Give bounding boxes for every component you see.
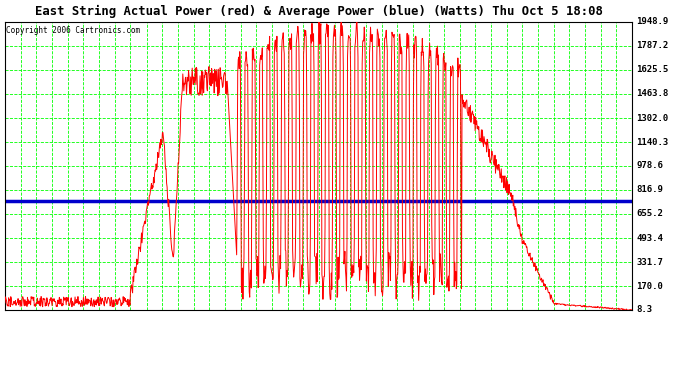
Text: East String Actual Power (red) & Average Power (blue) (Watts) Thu Oct 5 18:08: East String Actual Power (red) & Average… bbox=[34, 4, 602, 18]
Text: 1787.2: 1787.2 bbox=[636, 42, 669, 51]
Text: 1948.9: 1948.9 bbox=[636, 18, 669, 27]
Text: 655.2: 655.2 bbox=[636, 210, 663, 219]
Text: 331.7: 331.7 bbox=[636, 258, 663, 267]
Text: 1463.8: 1463.8 bbox=[636, 90, 669, 99]
Text: 816.9: 816.9 bbox=[636, 186, 663, 195]
Text: 1625.5: 1625.5 bbox=[636, 66, 669, 75]
Text: Copyright 2006 Cartronics.com: Copyright 2006 Cartronics.com bbox=[6, 26, 140, 35]
Text: 978.6: 978.6 bbox=[636, 162, 663, 171]
Text: 1302.0: 1302.0 bbox=[636, 114, 669, 123]
Text: 8.3: 8.3 bbox=[636, 306, 653, 315]
Text: 1140.3: 1140.3 bbox=[636, 138, 669, 147]
Text: 170.0: 170.0 bbox=[636, 282, 663, 291]
Text: 493.4: 493.4 bbox=[636, 234, 663, 243]
